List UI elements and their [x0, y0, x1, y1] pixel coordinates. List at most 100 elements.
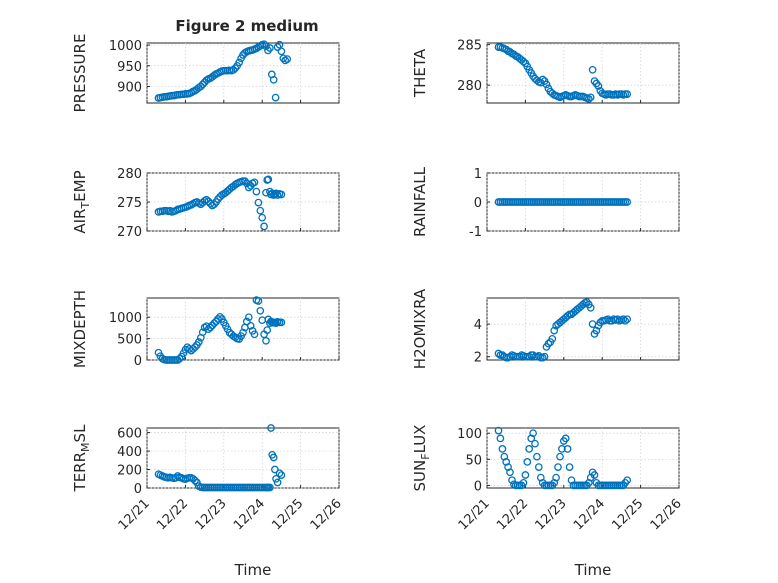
data-point: [584, 95, 593, 103]
y-axis-label: PRESSURE: [71, 34, 89, 113]
y-tick-label: 400: [117, 445, 142, 460]
data-point: [623, 198, 632, 206]
y-tick-label: 0: [474, 479, 482, 494]
y-tick-label: 200: [117, 464, 142, 479]
data-point: [502, 45, 511, 54]
x-tick-label: 12/21: [456, 496, 493, 533]
data-point: [235, 58, 244, 67]
data-point: [214, 195, 222, 203]
data-point: [283, 55, 292, 63]
x-tick-label: 12/25: [609, 496, 646, 533]
y-tick-label: 1000: [109, 39, 142, 54]
data-point: [216, 312, 224, 321]
y-tick-label: 0: [134, 354, 142, 369]
data-point: [550, 326, 559, 335]
data-point: [194, 338, 203, 346]
data-point: [533, 452, 541, 461]
data-point: [189, 345, 197, 353]
data-point: [544, 339, 553, 348]
data-point: [210, 319, 219, 328]
data-point: [250, 178, 259, 187]
data-point: [175, 354, 184, 363]
data-point: [244, 183, 253, 192]
data-point: [548, 89, 557, 98]
data-point: [588, 65, 597, 74]
data-point: [244, 313, 253, 322]
x-tick-label: 12/25: [269, 496, 306, 533]
y-tick-label: 600: [117, 427, 142, 442]
data-point: [260, 40, 268, 49]
data-point: [254, 198, 263, 207]
data-point: [273, 478, 282, 487]
data-point: [519, 57, 528, 66]
data-point: [269, 75, 278, 84]
data-point: [592, 326, 601, 335]
data-point: [271, 93, 280, 102]
data-point: [246, 321, 255, 330]
data-point: [563, 312, 572, 320]
data-point: [498, 445, 507, 453]
y-tick-label: 100: [457, 427, 482, 442]
data-point: [275, 469, 284, 478]
data-point: [586, 93, 595, 102]
y-axis-label: TERRMSL: [71, 424, 92, 493]
data-point: [494, 426, 503, 435]
data-point: [586, 303, 595, 312]
x-axis-label: Time: [574, 561, 612, 579]
data-point: [262, 336, 270, 345]
data-point: [510, 50, 518, 59]
y-tick-label: 0: [474, 196, 482, 211]
data-point: [210, 71, 219, 80]
data-point: [264, 175, 273, 184]
data-point: [254, 297, 263, 305]
data-point: [250, 330, 259, 339]
data-point: [210, 200, 219, 209]
x-tick-label: 12/24: [571, 496, 608, 533]
data-point: [263, 326, 272, 334]
data-point: [619, 315, 628, 324]
data-point: [256, 206, 265, 215]
data-point: [241, 177, 249, 185]
y-axis-label: MIXDEPTH: [71, 290, 89, 368]
x-tick-label: 12/24: [231, 496, 268, 533]
y-axis-label: THETA: [411, 48, 429, 98]
data-point: [623, 90, 632, 98]
x-tick-label: 12/21: [116, 496, 153, 533]
y-axis-label: H2OMIXRA: [411, 288, 429, 369]
data-point: [496, 434, 505, 443]
data-point: [198, 80, 207, 89]
data-point: [196, 82, 205, 91]
x-tick-label: 12/22: [494, 496, 531, 533]
y-tick-label: 280: [117, 167, 142, 182]
data-point: [523, 458, 532, 466]
y-tick-label: 0: [134, 482, 142, 497]
x-axis-label: Time: [234, 561, 272, 579]
data-point: [271, 465, 279, 474]
data-point: [269, 453, 278, 462]
data-point: [279, 54, 288, 63]
data-point: [277, 47, 286, 56]
data-point: [277, 190, 286, 199]
data-point: [519, 478, 528, 487]
plot-area: [486, 427, 680, 489]
data-point: [594, 82, 603, 90]
panel-air_temp: 270 275 280 AIRTEMP: [71, 167, 340, 240]
data-point: [542, 80, 551, 89]
data-point: [534, 463, 543, 471]
data-point: [529, 429, 537, 438]
y-tick-label: 500: [117, 333, 142, 348]
data-point: [506, 468, 514, 477]
y-tick-label: 275: [117, 196, 142, 211]
y-tick-label: 900: [117, 80, 142, 95]
data-point: [521, 471, 530, 479]
data-point: [561, 434, 570, 443]
y-tick-label: 1: [474, 167, 482, 182]
data-point: [191, 343, 199, 352]
data-point: [256, 306, 265, 315]
data-point: [239, 328, 247, 337]
data-point: [552, 473, 560, 482]
data-point: [208, 321, 217, 330]
data-point: [540, 352, 549, 361]
